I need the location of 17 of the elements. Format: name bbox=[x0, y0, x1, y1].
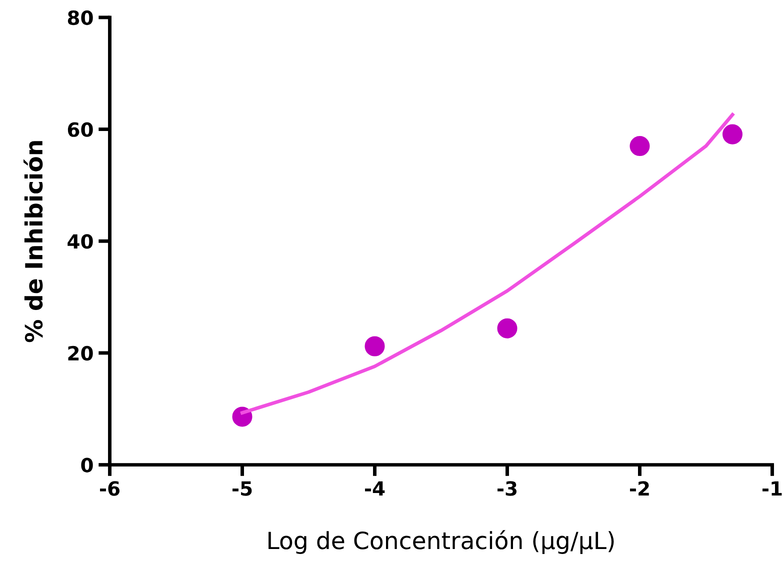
x-tick-label: -2 bbox=[630, 481, 649, 496]
x-tick-label: -3 bbox=[498, 481, 516, 496]
x-tick-label: -6 bbox=[100, 481, 120, 496]
x-tick-label: -5 bbox=[232, 481, 252, 496]
x-tick-label: -4 bbox=[365, 481, 385, 496]
point bbox=[722, 124, 743, 144]
y-tick-label: 0 bbox=[81, 458, 93, 472]
point bbox=[630, 136, 650, 156]
y-tick-label: 60 bbox=[68, 122, 93, 137]
y-tick-label: 40 bbox=[68, 234, 93, 249]
point bbox=[364, 336, 385, 356]
x-axis-title: Log de Concentración (µg/µL) bbox=[268, 530, 614, 554]
y-tick-label: 80 bbox=[68, 10, 93, 26]
point bbox=[497, 318, 518, 338]
y-tick-label: 20 bbox=[68, 346, 93, 361]
y-axis-title: % de Inhibición bbox=[23, 141, 43, 342]
x-tick-label: -1 bbox=[762, 481, 782, 496]
